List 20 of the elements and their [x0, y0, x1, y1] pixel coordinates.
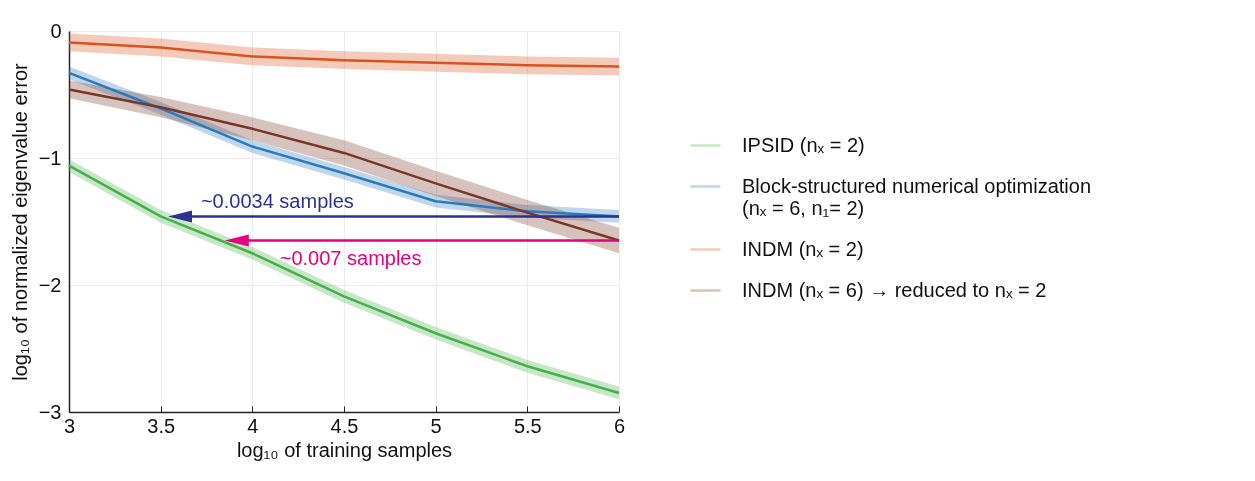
legend-label: IPSID (nₓ = 2): [742, 133, 865, 156]
x-tick-label: 6: [613, 414, 626, 437]
line-series: [67, 41, 621, 68]
legend-label: INDM (nₓ = 6) → reduced to nₓ = 2: [742, 278, 1047, 301]
y-tick-label: 0: [50, 19, 62, 42]
annotation: ~0.0034 samples: [200, 190, 354, 213]
legend-label: INDM (nₓ = 2): [742, 237, 864, 260]
x-tick-label: 3: [63, 414, 76, 437]
x-tick-label: 5.5: [513, 414, 542, 437]
x-tick-label: 4: [247, 414, 259, 437]
y-tick-label: −2: [38, 273, 62, 296]
legend-label: Block-structured numerical optimization (nₓ = 6, n₁= 2): [742, 174, 1092, 219]
y-tick-label: −1: [38, 146, 62, 169]
x-tick-label: 4.5: [330, 414, 359, 437]
annotation: ~0.007 samples: [279, 246, 422, 269]
y-axis-title: log₁₀ of normalized eigenvalue error: [8, 62, 31, 381]
x-tick-label: 5: [430, 414, 442, 437]
y-tick-label: −3: [38, 400, 62, 423]
x-tick-label: 3.5: [147, 414, 176, 437]
x-axis-title: log₁₀ of training samples: [236, 438, 453, 461]
